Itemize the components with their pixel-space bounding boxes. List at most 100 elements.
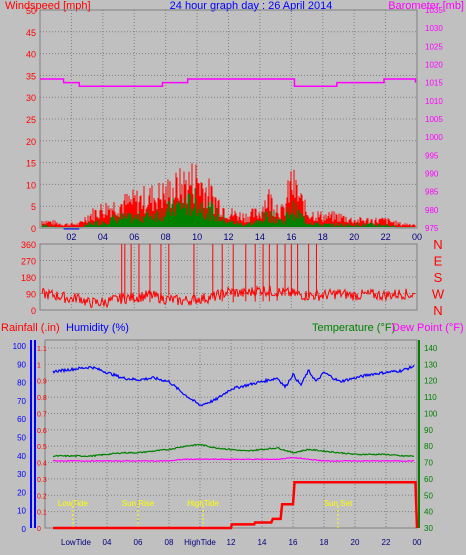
humidity-tick-label: 0 [22, 525, 27, 534]
wind-y-tick-label: 15 [26, 159, 36, 169]
series-lines: LowTide Sun Rise HighTide Sun Set [40, 78, 419, 530]
temperature-tick-label: 140 [424, 344, 438, 353]
wind-x-tick-label: 22 [381, 232, 391, 242]
humidity-tick-label: 20 [17, 488, 26, 497]
humidity-tick-label: 40 [17, 452, 26, 461]
dewpoint-axis-label: Dew Point (°F) [392, 322, 464, 334]
wind-y-tick-label: 0 [31, 224, 36, 234]
humidity-x-tick-label: 20 [351, 538, 360, 547]
temperature-tick-label: 130 [424, 360, 438, 369]
humidity-tick-label: 90 [17, 360, 26, 369]
humidity-axis-label: Humidity (%) [66, 322, 129, 334]
barometer-tick-label: 975 [425, 224, 439, 233]
rainfall-tick-label: 0.7 [37, 411, 47, 418]
rainfall-tick-label: 1.1 [37, 346, 47, 353]
humidity-x-tick-label: 16 [289, 538, 298, 547]
direction-y-tick-label: 90 [26, 290, 36, 300]
temperature-tick-label: 120 [424, 377, 438, 386]
rainfall-tick-label: 0.5 [37, 444, 47, 451]
humidity-tick-label: 50 [17, 434, 26, 443]
direction-y-tick-label: 270 [21, 257, 36, 267]
temperature-tick-label: 70 [424, 459, 433, 468]
barometer-tick-label: 980 [425, 206, 439, 215]
humidity-tick-label: 80 [17, 379, 26, 388]
wind-plot-area [39, 9, 418, 229]
barometer-line [40, 78, 417, 88]
wind-y-tick-label: 5 [31, 202, 36, 212]
rainfall-tick-label: 0 [37, 526, 41, 533]
wind-x-tick-label: 20 [349, 232, 359, 242]
barometer-tick-label: 1010 [425, 97, 443, 106]
rainfall-tick-label: 0.9 [37, 379, 47, 386]
humidity-x-tick-label: 08 [165, 538, 174, 547]
wind-y-tick-label: 20 [26, 137, 36, 147]
humidity-tick-label: 70 [17, 397, 26, 406]
humidity-tick-label: 60 [17, 415, 26, 424]
wind-y-tick-label: 40 [26, 50, 36, 60]
barometer-tick-label: 1015 [425, 79, 443, 88]
wind-x-tick-label: 12 [223, 232, 233, 242]
compass-label: E [434, 254, 443, 269]
humidity-x-tick-label: 14 [258, 538, 267, 547]
rainfall-tick-label: 0.6 [37, 428, 47, 435]
wind-x-tick-label: 04 [98, 232, 108, 242]
humidity-x-tick-label: 18 [320, 538, 329, 547]
humidity-x-tick-label: 22 [382, 538, 391, 547]
direction-y-tick-label: 360 [21, 240, 36, 250]
rainfall-tick-label: 0.4 [37, 461, 47, 468]
temperature-tick-label: 40 [424, 508, 433, 517]
wind-y-tick-label: 45 [26, 28, 36, 38]
humidity-x-tick-label: 12 [227, 538, 236, 547]
event-label: LowTide [58, 499, 88, 508]
temperature-tick-label: 110 [424, 393, 437, 402]
wind-x-tick-label: 10 [192, 232, 202, 242]
wind-x-tick-label: 14 [255, 232, 265, 242]
event-label: HighTide [187, 499, 219, 508]
event-label: Sun Rise [122, 499, 155, 508]
wind-y-tick-label: 10 [26, 180, 36, 190]
humidity-x-tick-label: LowTide [61, 538, 91, 547]
event-label: Sun Set [324, 499, 353, 508]
wind-x-tick-label: 16 [286, 232, 296, 242]
wind-x-tick-label: 06 [129, 232, 139, 242]
temperature-line [52, 443, 415, 458]
temperature-tick-label: 60 [424, 475, 433, 484]
direction-line [41, 285, 416, 309]
compass-label: N [433, 237, 442, 252]
humidity-tick-label: 100 [13, 342, 27, 351]
compass-label: S [434, 270, 443, 285]
barometer-tick-label: 1030 [425, 24, 443, 33]
humidity-x-tick-label: 06 [134, 538, 143, 547]
temperature-tick-label: 100 [424, 409, 438, 418]
wind-x-tick-label: 18 [318, 232, 328, 242]
wind-y-tick-label: 25 [26, 115, 36, 125]
temperature-tick-label: 50 [424, 491, 433, 500]
compass-label: W [432, 287, 445, 302]
wind-x-tick-label: 02 [66, 232, 76, 242]
humidity-tick-label: 10 [17, 507, 26, 516]
direction-y-tick-label: 180 [21, 273, 36, 283]
temperature-axis-label: Temperature (°F) [312, 322, 395, 334]
humidity-x-tick-label: 04 [103, 538, 112, 547]
rainfall-tick-label: 0.8 [37, 395, 47, 402]
humidity-line [52, 364, 415, 407]
temperature-tick-label: 30 [424, 524, 433, 533]
humidity-x-tick-label: 00 [413, 538, 422, 547]
wind-y-tick-label: 30 [26, 93, 36, 103]
dewpoint-line [52, 456, 415, 463]
wind-y-tick-label: 35 [26, 71, 36, 81]
rainfall-tick-label: 0.2 [37, 493, 47, 500]
barometer-tick-label: 1005 [425, 115, 443, 124]
barometer-tick-label: 1025 [425, 42, 443, 51]
barometer-tick-label: 1035 [425, 6, 443, 15]
barometer-tick-label: 1000 [425, 133, 443, 142]
barometer-tick-label: 990 [425, 170, 439, 179]
compass-label: N [433, 303, 442, 318]
barometer-tick-label: 995 [425, 151, 439, 160]
rainfall-axis-label: Rainfall (.in) [1, 322, 60, 334]
barometer-axis-label: Barometer [mb] [388, 0, 464, 12]
wind-y-tick-label: 50 [26, 6, 36, 16]
windspeed-axis-label: Windspeed [mph] [5, 0, 91, 12]
